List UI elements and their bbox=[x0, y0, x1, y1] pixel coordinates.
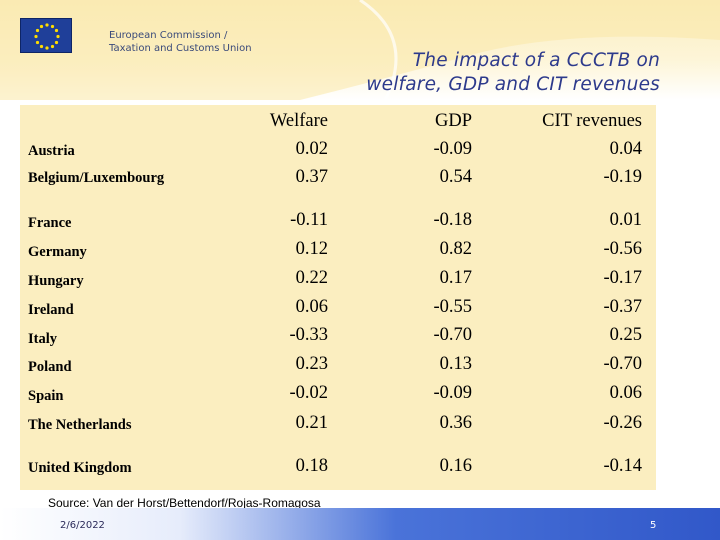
table-cell-cit: -0.37 bbox=[603, 297, 642, 317]
footer-band bbox=[0, 508, 720, 540]
table-cell-welfare: 0.02 bbox=[295, 139, 328, 159]
slide-title-line-1: The impact of a CCCTB on bbox=[412, 50, 660, 71]
table-row-country: Hungary bbox=[28, 273, 84, 289]
table-cell-cit: -0.70 bbox=[603, 354, 642, 374]
table-cell-gdp: -0.70 bbox=[433, 325, 472, 345]
table-row-country: Austria bbox=[28, 143, 75, 159]
table-cell-gdp: -0.55 bbox=[433, 297, 472, 317]
footer-date: 2/6/2022 bbox=[60, 520, 105, 531]
table-cell-welfare: 0.37 bbox=[295, 167, 328, 187]
header-curve-decoration bbox=[0, 0, 720, 110]
table-cell-gdp: 0.13 bbox=[439, 354, 472, 374]
table-row-country: Belgium/Luxembourg bbox=[28, 170, 165, 186]
table-cell-welfare: -0.11 bbox=[290, 210, 328, 230]
table-cell-gdp: 0.36 bbox=[439, 413, 472, 433]
table-row-country: France bbox=[28, 215, 72, 231]
table-row-country: Italy bbox=[28, 331, 57, 347]
table-cell-welfare: -0.33 bbox=[289, 325, 328, 345]
table-cell-welfare: -0.02 bbox=[289, 383, 328, 403]
table-cell-cit: -0.19 bbox=[603, 167, 642, 187]
table-cell-cit: 0.04 bbox=[609, 139, 642, 159]
table-cell-gdp: 0.82 bbox=[439, 239, 472, 259]
page-number: 5 bbox=[650, 520, 657, 531]
table-cell-welfare: 0.06 bbox=[295, 297, 328, 317]
table-cell-cit: 0.06 bbox=[609, 383, 642, 403]
table-cell-welfare: 0.21 bbox=[295, 413, 328, 433]
table-cell-cit: -0.56 bbox=[603, 239, 642, 259]
table-cell-welfare: 0.22 bbox=[295, 268, 328, 288]
slide-title-line-2: welfare, GDP and CIT revenues bbox=[366, 74, 660, 95]
table-panel bbox=[20, 105, 656, 490]
table-cell-cit: -0.17 bbox=[603, 268, 642, 288]
table-cell-gdp: -0.09 bbox=[433, 383, 472, 403]
org-name: European Commission / bbox=[109, 30, 228, 41]
column-header-welfare: Welfare bbox=[269, 111, 328, 131]
table-cell-welfare: 0.23 bbox=[295, 354, 328, 374]
table-row-country: Ireland bbox=[28, 302, 74, 318]
table-cell-gdp: 0.54 bbox=[439, 167, 472, 187]
source-note: Source: Van der Horst/Bettendorf/Rojas-R… bbox=[48, 496, 321, 510]
table-row-country: Spain bbox=[28, 388, 64, 404]
table-cell-cit: 0.01 bbox=[609, 210, 642, 230]
table-row-country: The Netherlands bbox=[28, 417, 132, 433]
column-header-cit-revenues: CIT revenues bbox=[542, 111, 642, 131]
column-header-gdp: GDP bbox=[434, 111, 472, 131]
table-cell-gdp: 0.17 bbox=[439, 268, 472, 288]
eu-flag-icon bbox=[20, 18, 72, 53]
table-cell-cit: -0.26 bbox=[603, 413, 642, 433]
table-cell-cit: 0.25 bbox=[609, 325, 642, 345]
org-department: Taxation and Customs Union bbox=[109, 43, 252, 54]
table-row-country: Poland bbox=[28, 359, 72, 375]
table-row-country: United Kingdom bbox=[28, 460, 132, 476]
table-cell-welfare: 0.18 bbox=[295, 456, 328, 476]
table-row-country: Germany bbox=[28, 244, 87, 260]
table-cell-gdp: 0.16 bbox=[439, 456, 472, 476]
table-cell-gdp: -0.09 bbox=[433, 139, 472, 159]
table-cell-cit: -0.14 bbox=[603, 456, 642, 476]
table-cell-gdp: -0.18 bbox=[433, 210, 472, 230]
table-cell-welfare: 0.12 bbox=[295, 239, 328, 259]
